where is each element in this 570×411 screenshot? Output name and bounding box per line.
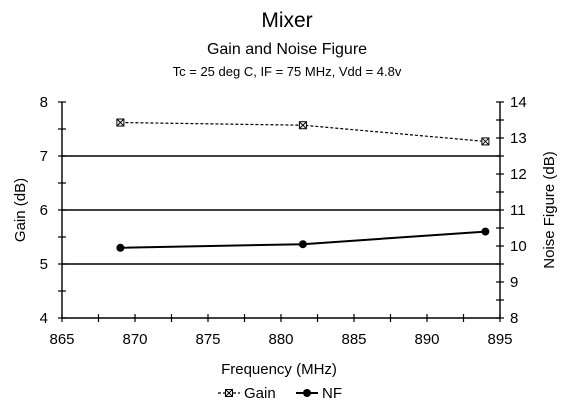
legend-marker-nf (303, 389, 311, 397)
x-tick-label: 880 (268, 331, 293, 348)
x-tick-label: 870 (122, 331, 147, 348)
gain-data-point (298, 121, 307, 130)
marker-cross (299, 121, 307, 130)
x-tick-label: 875 (195, 331, 220, 348)
gain-data-point (116, 118, 125, 127)
legend-label-nf: NF (322, 385, 342, 402)
y-right-tick-label: 14 (510, 94, 527, 111)
y-right-tick-label: 10 (510, 238, 527, 255)
gridlines (62, 155, 500, 265)
tick-marks (58, 101, 504, 322)
chart-conditions: Tc = 25 deg C, IF = 75 MHz, Vdd = 4.8v (173, 64, 402, 79)
nf-data-point (116, 243, 125, 252)
gain-data-point (481, 137, 490, 146)
y-right-tick-label: 9 (510, 274, 518, 291)
chart-title: Mixer (261, 9, 312, 32)
x-axis-label: Frequency (MHz) (221, 361, 337, 378)
y-left-tick-label: 8 (40, 94, 48, 111)
x-tick-label: 895 (487, 331, 512, 348)
y-axis-left-label: Gain (dB) (12, 178, 29, 242)
y-left-tick-label: 4 (40, 310, 48, 327)
y-left-tick-label: 5 (40, 256, 48, 273)
y-left-tick-label: 7 (40, 148, 48, 165)
marker-cross (481, 137, 490, 146)
x-tick-label: 885 (341, 331, 366, 348)
x-tick-label: 890 (414, 331, 439, 348)
legend-label-gain: Gain (244, 385, 276, 402)
y-right-tick-label: 12 (510, 166, 527, 183)
y-axis-right-label: Noise Figure (dB) (541, 151, 558, 269)
nf-data-point (481, 227, 490, 236)
chart-subtitle: Gain and Noise Figure (207, 41, 367, 58)
nf-data-point (298, 240, 307, 249)
y-right-tick-label: 13 (510, 130, 527, 147)
y-right-tick-label: 8 (510, 310, 518, 327)
y-left-tick-label: 6 (40, 202, 48, 219)
series-layer (116, 118, 490, 252)
marker-cross (116, 118, 125, 127)
legend: Gain NF (218, 385, 342, 402)
legend-marker-gain (225, 389, 233, 397)
marker-cross (225, 389, 233, 397)
x-tick-label: 865 (49, 331, 74, 348)
tick-labels: 865 870 875 880 885 890 895 4 5 6 7 8 8 9 10 11 12 13 14 (40, 94, 527, 348)
y-right-tick-label: 11 (510, 202, 526, 219)
